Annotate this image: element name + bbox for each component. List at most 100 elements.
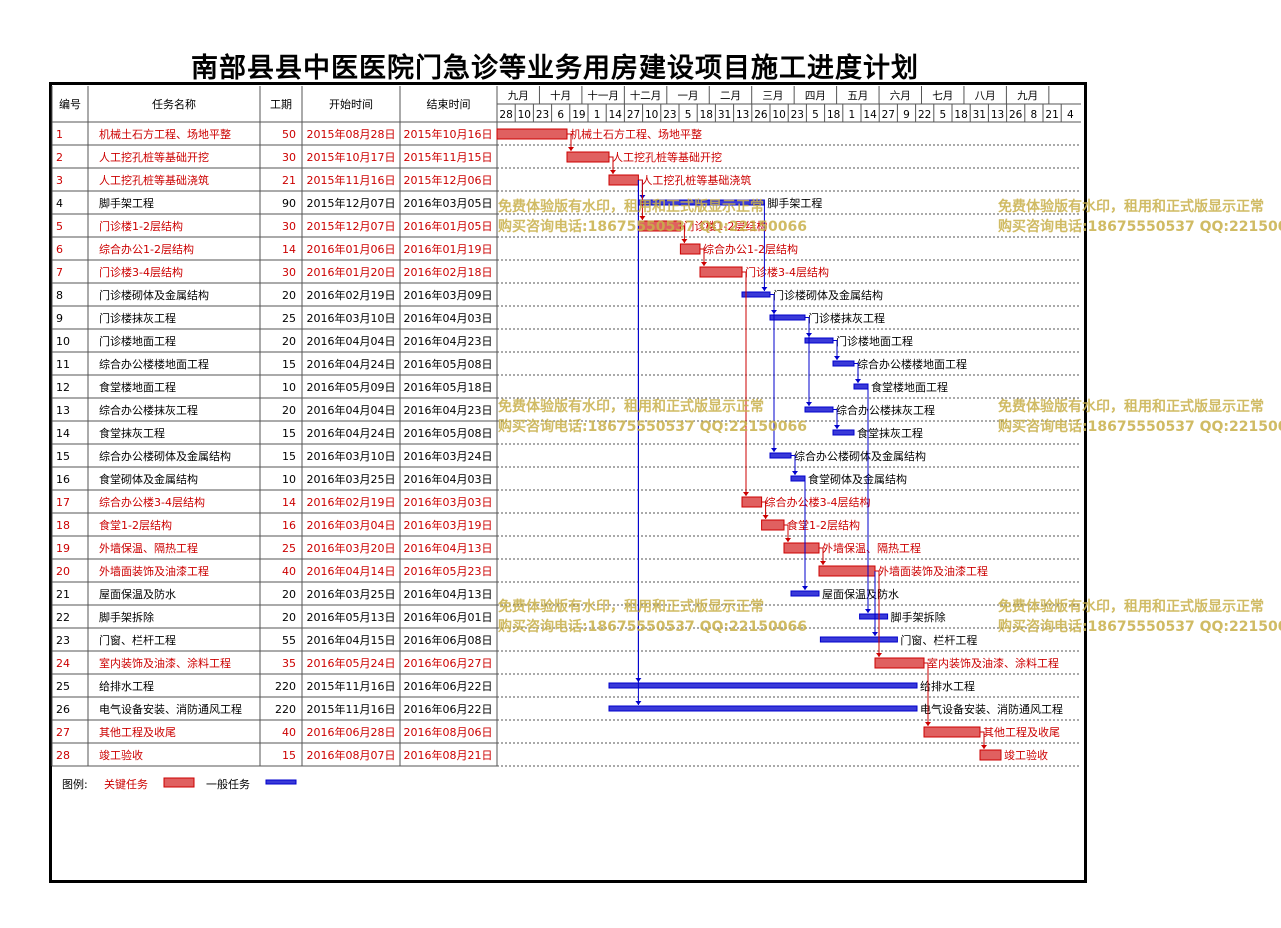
task-start: 2016年04月14日 bbox=[307, 564, 396, 578]
dependency-arrow bbox=[792, 471, 798, 475]
month-label: 三月 bbox=[762, 90, 783, 102]
task-duration: 55 bbox=[282, 634, 296, 647]
task-start: 2015年08月28日 bbox=[307, 127, 396, 141]
task-name: 综合办公楼3-4层结构 bbox=[99, 495, 205, 509]
task-bar bbox=[566, 151, 610, 163]
task-name: 外墙保温、隔热工程 bbox=[99, 541, 198, 555]
task-bar bbox=[853, 383, 869, 390]
day-tick-label: 26 bbox=[1009, 109, 1023, 121]
task-bar bbox=[832, 429, 855, 436]
dependency-link bbox=[833, 340, 838, 360]
task-end: 2016年04月13日 bbox=[404, 587, 493, 601]
task-duration: 20 bbox=[282, 611, 296, 624]
task-bar bbox=[608, 705, 918, 712]
task-duration: 220 bbox=[275, 680, 296, 693]
day-tick-label: 8 bbox=[1031, 109, 1038, 121]
task-start: 2015年11月16日 bbox=[307, 173, 396, 187]
header-end: 结束时间 bbox=[427, 98, 471, 111]
task-start: 2015年12月07日 bbox=[307, 219, 396, 233]
task-start: 2016年05月13日 bbox=[307, 610, 396, 624]
task-id: 10 bbox=[56, 335, 70, 348]
dependency-link bbox=[875, 570, 880, 657]
day-tick-label: 5 bbox=[940, 109, 947, 121]
day-tick-label: 23 bbox=[791, 109, 804, 121]
task-end: 2016年03月19日 bbox=[404, 518, 493, 532]
day-tick-label: 10 bbox=[518, 109, 531, 121]
bar-label: 综合办公楼楼地面工程 bbox=[857, 357, 967, 371]
task-start: 2016年06月28日 bbox=[307, 725, 396, 739]
task-id: 13 bbox=[56, 404, 70, 417]
dependency-link bbox=[854, 363, 859, 383]
task-id: 1 bbox=[56, 128, 63, 141]
task-name: 门诊楼地面工程 bbox=[99, 334, 176, 348]
task-bar bbox=[818, 565, 876, 577]
month-label: 十二月 bbox=[630, 89, 662, 102]
dependency-link bbox=[924, 662, 929, 726]
task-duration: 15 bbox=[282, 749, 296, 762]
task-duration: 90 bbox=[282, 197, 296, 210]
day-tick-label: 22 bbox=[918, 109, 931, 121]
task-name: 综合办公楼砌体及金属结构 bbox=[99, 449, 231, 463]
day-tick-label: 5 bbox=[685, 109, 692, 121]
dependency-link bbox=[638, 179, 643, 220]
task-duration: 35 bbox=[282, 657, 296, 670]
month-label: 十月 bbox=[550, 89, 571, 102]
dependency-arrow bbox=[855, 379, 861, 383]
dependency-arrow bbox=[802, 586, 808, 590]
task-name: 脚手架工程 bbox=[99, 196, 154, 210]
task-name: 食堂抹灰工程 bbox=[99, 426, 165, 440]
task-end: 2016年01月19日 bbox=[404, 242, 493, 256]
task-name: 屋面保温及防水 bbox=[99, 587, 176, 601]
bar-label: 脚手架工程 bbox=[767, 196, 822, 210]
bar-label: 食堂楼地面工程 bbox=[871, 380, 948, 394]
task-id: 23 bbox=[56, 634, 70, 647]
task-start: 2016年04月15日 bbox=[307, 633, 396, 647]
task-id: 24 bbox=[56, 657, 70, 670]
task-end: 2016年05月18日 bbox=[404, 380, 493, 394]
task-end: 2016年08月06日 bbox=[404, 725, 493, 739]
day-tick-label: 21 bbox=[1045, 109, 1058, 121]
task-name: 外墙面装饰及油漆工程 bbox=[99, 564, 209, 578]
page-title: 南部县县中医医院门急诊等业务用房建设项目施工进度计划 bbox=[191, 53, 919, 84]
dependency-arrow bbox=[785, 538, 791, 542]
task-name: 综合办公1-2层结构 bbox=[99, 242, 194, 256]
task-end: 2016年04月23日 bbox=[404, 334, 493, 348]
task-id: 9 bbox=[56, 312, 63, 325]
task-duration: 20 bbox=[282, 289, 296, 302]
day-tick-label: 5 bbox=[812, 109, 819, 121]
task-bar bbox=[769, 452, 792, 459]
legend-critical-swatch bbox=[163, 777, 195, 788]
task-name: 门诊楼抹灰工程 bbox=[99, 311, 176, 325]
task-start: 2016年03月20日 bbox=[307, 541, 396, 555]
task-duration: 30 bbox=[282, 220, 296, 233]
month-label: 四月 bbox=[805, 90, 826, 102]
dependency-link bbox=[567, 133, 572, 151]
day-tick-label: 6 bbox=[557, 109, 564, 121]
task-bar bbox=[608, 682, 918, 689]
dependency-arrow bbox=[806, 402, 812, 406]
dependency-arrow bbox=[568, 147, 574, 151]
dependency-link bbox=[784, 524, 789, 542]
task-duration: 25 bbox=[282, 542, 296, 555]
day-tick-label: 31 bbox=[973, 109, 986, 121]
dependency-arrow bbox=[635, 701, 642, 705]
task-end: 2016年05月08日 bbox=[404, 357, 493, 371]
bar-label: 其他工程及收尾 bbox=[983, 725, 1060, 739]
task-id: 12 bbox=[56, 381, 70, 394]
bar-label: 脚手架拆除 bbox=[891, 610, 946, 624]
task-end: 2015年12月06日 bbox=[404, 173, 493, 187]
task-id: 16 bbox=[56, 473, 70, 486]
task-id: 19 bbox=[56, 542, 70, 555]
dependency-arrow bbox=[681, 239, 688, 243]
task-name: 综合办公楼楼地面工程 bbox=[99, 357, 209, 371]
day-tick-label: 10 bbox=[772, 109, 785, 121]
task-duration: 25 bbox=[282, 312, 296, 325]
task-bar bbox=[761, 519, 785, 531]
task-duration: 15 bbox=[282, 427, 296, 440]
month-label: 二月 bbox=[720, 90, 741, 102]
month-label: 九月 bbox=[1017, 90, 1038, 102]
legend-normal-label: 一般任务 bbox=[206, 778, 250, 791]
bar-label: 门诊楼抹灰工程 bbox=[808, 311, 885, 325]
task-duration: 14 bbox=[282, 243, 296, 256]
